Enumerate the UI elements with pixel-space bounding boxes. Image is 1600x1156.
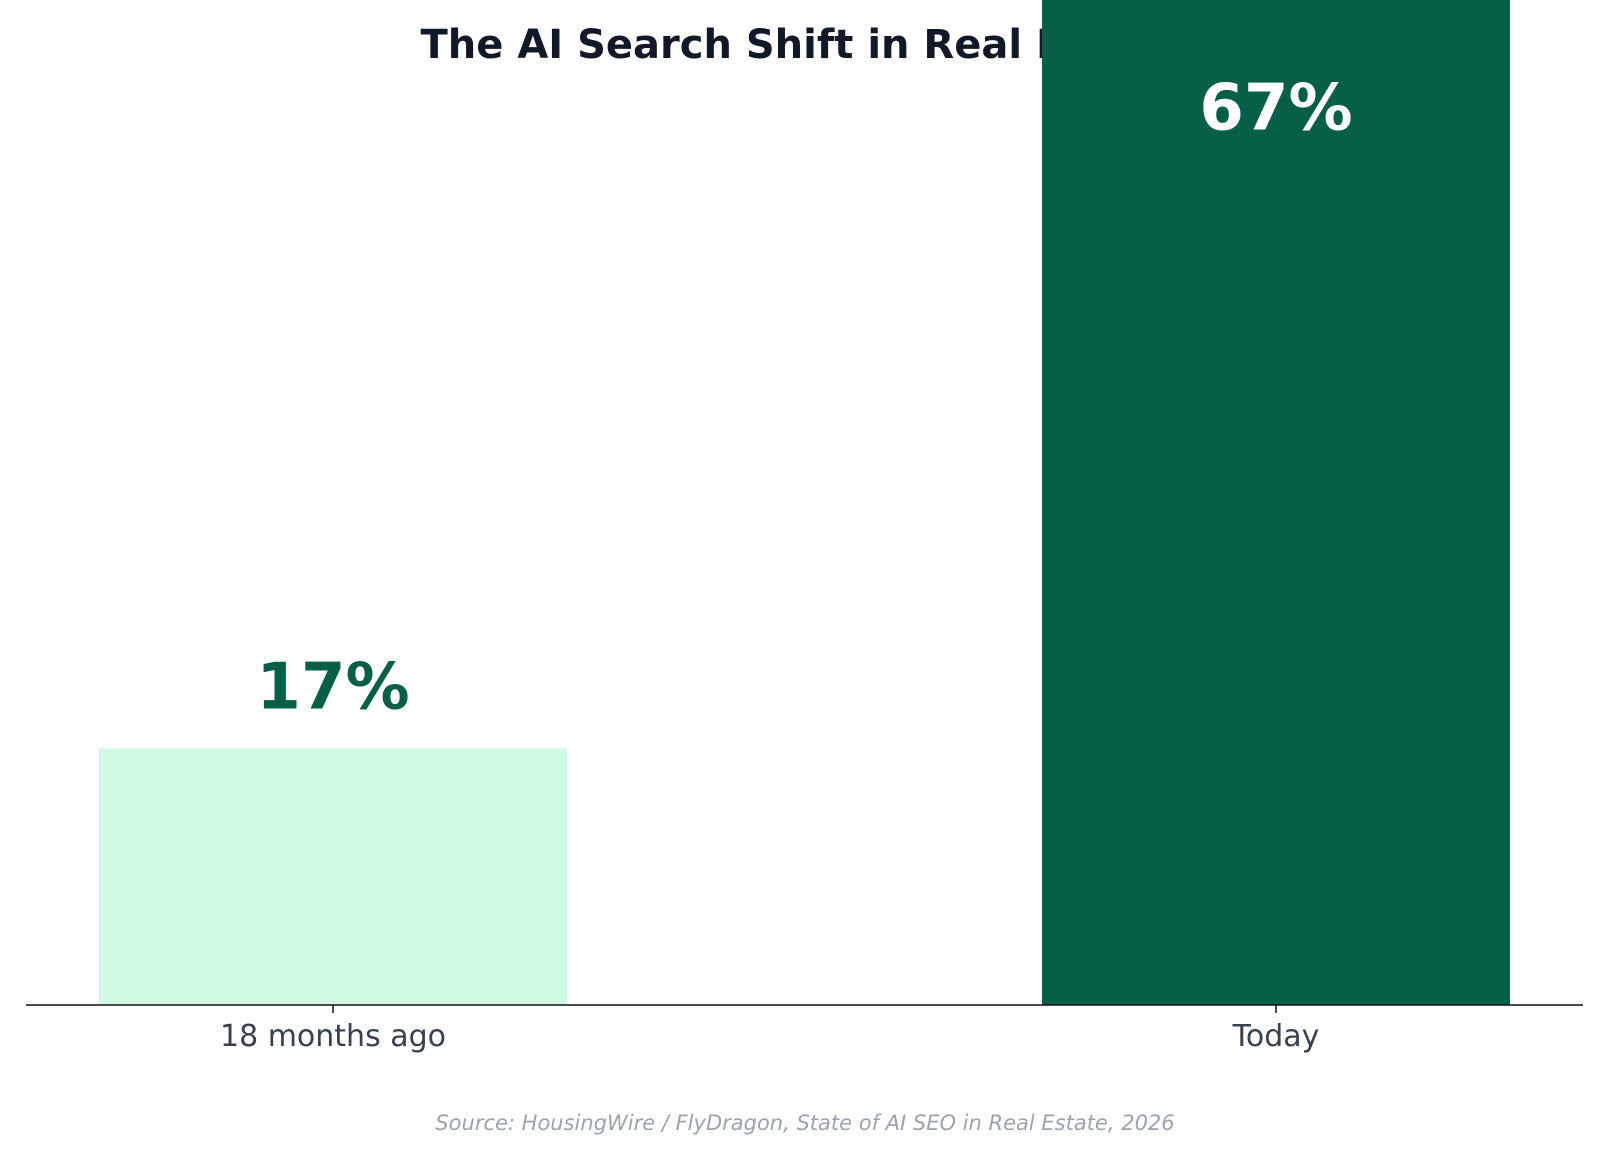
value-label-today: 67%: [1199, 71, 1352, 145]
ticks-layer: 18 months ago Today: [220, 1005, 1319, 1054]
bar-18-months-ago: [99, 748, 567, 1005]
bars-layer: 17% 67%: [99, 0, 1510, 1006]
source-note: Source: HousingWire / FlyDragon, State o…: [435, 1111, 1174, 1135]
x-tick-label: 18 months ago: [220, 1019, 446, 1054]
x-tick-label: Today: [1232, 1019, 1320, 1054]
value-label-18-months-ago: 17%: [256, 650, 409, 724]
bar-today: [1042, 0, 1510, 1006]
